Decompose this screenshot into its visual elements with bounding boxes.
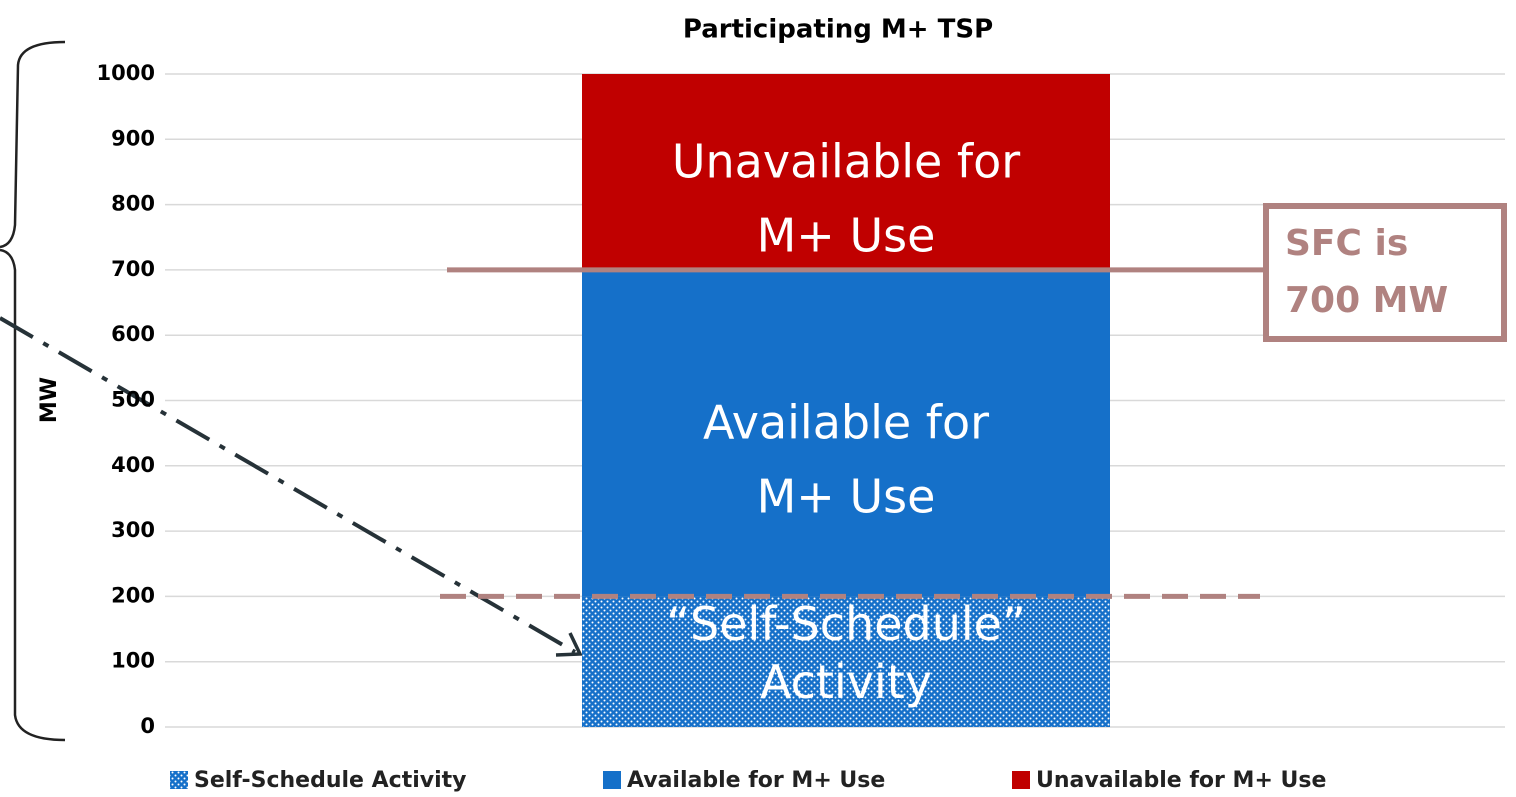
- legend-label: Available for M+ Use: [627, 768, 885, 793]
- y-axis-label: MW: [37, 377, 62, 423]
- y-tick-label: 900: [111, 126, 155, 150]
- annotation-text: SFC is: [1285, 223, 1408, 264]
- segment-label: Unavailable for: [672, 134, 1020, 188]
- segment-label: “Self-Schedule”: [666, 597, 1026, 651]
- bar-segment: [582, 269, 1110, 597]
- arrow: [0, 316, 577, 654]
- y-tick-label: 0: [140, 714, 155, 738]
- legend-label: Unavailable for M+ Use: [1036, 768, 1326, 793]
- bar-segment: [582, 596, 1110, 727]
- y-tick-label: 800: [111, 192, 155, 216]
- brace: [0, 248, 66, 742]
- y-tick-label: 1000: [97, 61, 155, 85]
- segment-label: Activity: [760, 655, 932, 709]
- segment-label: Available for: [703, 396, 989, 450]
- arrow-head: [555, 632, 583, 657]
- y-tick-label: 400: [111, 453, 155, 477]
- chart-title: Participating M+ TSP: [683, 15, 993, 45]
- y-tick-label: 300: [111, 518, 155, 542]
- legend-label: Self-Schedule Activity: [194, 768, 467, 793]
- legend-marker: [1012, 771, 1030, 789]
- y-tick-label: 100: [111, 649, 155, 673]
- annotation-box: [1263, 203, 1507, 342]
- segment-label: M+ Use: [757, 470, 936, 524]
- annotation-text: 700 MW: [1285, 280, 1448, 321]
- segment-label: M+ Use: [757, 208, 936, 262]
- legend-marker: [170, 771, 188, 789]
- y-tick-label: 500: [111, 388, 155, 412]
- bar-segment: [582, 74, 1110, 270]
- brace: [0, 40, 66, 249]
- y-tick-label: 200: [111, 583, 155, 607]
- legend-marker: [603, 771, 621, 789]
- y-tick-label: 700: [111, 257, 155, 281]
- y-tick-label: 600: [111, 322, 155, 346]
